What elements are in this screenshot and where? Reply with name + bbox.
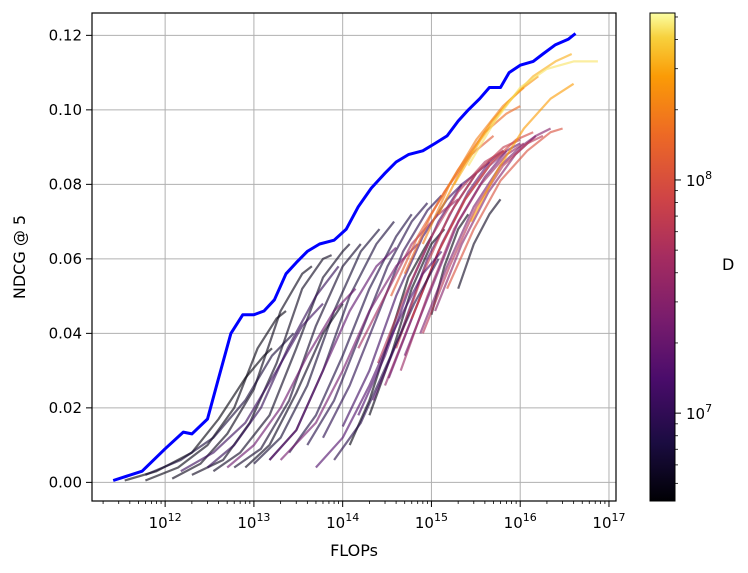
x-tick-label: 1016	[504, 511, 537, 532]
x-tick-label: 1014	[326, 511, 359, 532]
colorbar-tick-label: 107	[686, 402, 712, 423]
model-series-line	[180, 302, 324, 473]
x-tick-label: 1012	[149, 511, 182, 532]
model-series-line	[446, 127, 563, 290]
y-tick-label: 0.08	[49, 175, 82, 193]
colorbar-tick-label: 108	[686, 169, 712, 190]
model-series-line	[226, 287, 357, 469]
x-axis-ticks: 1012 1013 1014 1015 1016 1017	[102, 501, 626, 532]
colorbar	[649, 12, 676, 502]
x-tick-label: 1013	[237, 511, 270, 532]
x-tick-label: 1015	[415, 511, 448, 532]
y-tick-label: 0.12	[49, 26, 82, 44]
model-series-line	[410, 131, 534, 319]
model-series-line	[144, 332, 295, 476]
model-series-line	[253, 228, 381, 465]
model-series-line	[348, 235, 433, 446]
model-series-line	[357, 198, 459, 349]
y-tick-label: 0.00	[49, 473, 82, 491]
model-series-line	[315, 250, 443, 469]
model-series-line	[341, 183, 463, 427]
y-tick-label: 0.10	[49, 101, 82, 119]
x-axis-label: FLOPs	[330, 541, 378, 560]
y-tick-label: 0.06	[49, 250, 82, 268]
y-axis-label: NDCG @ 5	[10, 215, 29, 299]
model-series-line	[403, 142, 521, 357]
frontier-line	[112, 32, 577, 482]
model-series-line	[470, 82, 575, 223]
model-series-line	[206, 265, 340, 469]
model-series-line	[434, 127, 552, 312]
model-series-line	[279, 243, 419, 461]
colorbar-label: D	[722, 255, 734, 274]
model-series-line	[191, 254, 333, 476]
model-series-line	[268, 246, 397, 461]
model-series-line	[403, 105, 521, 275]
grid-lines	[92, 13, 616, 501]
x-tick-label: 1017	[592, 511, 625, 532]
model-series-line	[288, 213, 413, 454]
model-series-line	[333, 258, 440, 461]
y-axis-ticks: 0.00 0.02 0.04 0.06 0.08 0.10 0.12	[49, 26, 92, 491]
colorbar-ticks: 107 108	[675, 16, 712, 484]
y-tick-label: 0.04	[49, 324, 82, 342]
model-series-line	[144, 310, 287, 482]
model-series-line	[395, 138, 521, 349]
model-series-line	[453, 52, 573, 185]
model-series-line	[457, 198, 502, 290]
model-series-line	[467, 60, 598, 167]
model-series-line	[306, 202, 429, 446]
model-series-line	[212, 243, 351, 473]
plot-frame	[91, 12, 617, 502]
compute-frontier-line	[112, 32, 577, 482]
series-lines	[124, 52, 598, 482]
model-series-line	[376, 149, 505, 364]
y-tick-label: 0.02	[49, 399, 82, 417]
model-series-line	[244, 302, 344, 469]
model-series-line	[171, 265, 313, 480]
